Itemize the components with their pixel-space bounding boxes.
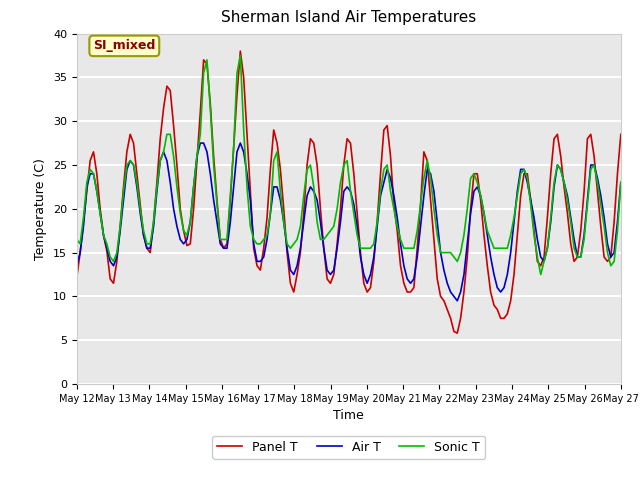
Sonic T — [237, 53, 244, 59]
Panel T — [500, 315, 508, 321]
Sonic T — [156, 158, 164, 164]
Panel T — [296, 250, 304, 255]
Air T — [500, 285, 508, 290]
Air T — [453, 298, 461, 304]
Air T — [73, 263, 81, 269]
Sonic T — [73, 237, 81, 242]
Sonic T — [296, 223, 304, 229]
Air T — [196, 140, 204, 146]
Text: SI_mixed: SI_mixed — [93, 39, 156, 52]
Line: Panel T: Panel T — [77, 51, 621, 333]
Sonic T — [617, 180, 625, 185]
Air T — [296, 245, 304, 251]
Air T — [337, 219, 344, 225]
Sonic T — [474, 180, 481, 185]
Y-axis label: Temperature (C): Temperature (C) — [35, 158, 47, 260]
Title: Sherman Island Air Temperatures: Sherman Island Air Temperatures — [221, 11, 476, 25]
Panel T — [156, 136, 164, 142]
X-axis label: Time: Time — [333, 409, 364, 422]
Panel T — [337, 206, 344, 212]
Line: Sonic T: Sonic T — [77, 56, 621, 275]
Air T — [617, 180, 625, 185]
Panel T — [617, 132, 625, 137]
Air T — [477, 193, 484, 199]
Air T — [156, 158, 164, 164]
Line: Air T: Air T — [77, 143, 621, 301]
Sonic T — [497, 245, 504, 251]
Panel T — [73, 274, 81, 280]
Panel T — [477, 197, 484, 203]
Panel T — [237, 48, 244, 54]
Air T — [597, 193, 605, 199]
Sonic T — [337, 180, 344, 185]
Sonic T — [597, 202, 605, 207]
Panel T — [453, 330, 461, 336]
Legend: Panel T, Air T, Sonic T: Panel T, Air T, Sonic T — [212, 436, 485, 459]
Sonic T — [537, 272, 545, 277]
Panel T — [597, 223, 605, 229]
